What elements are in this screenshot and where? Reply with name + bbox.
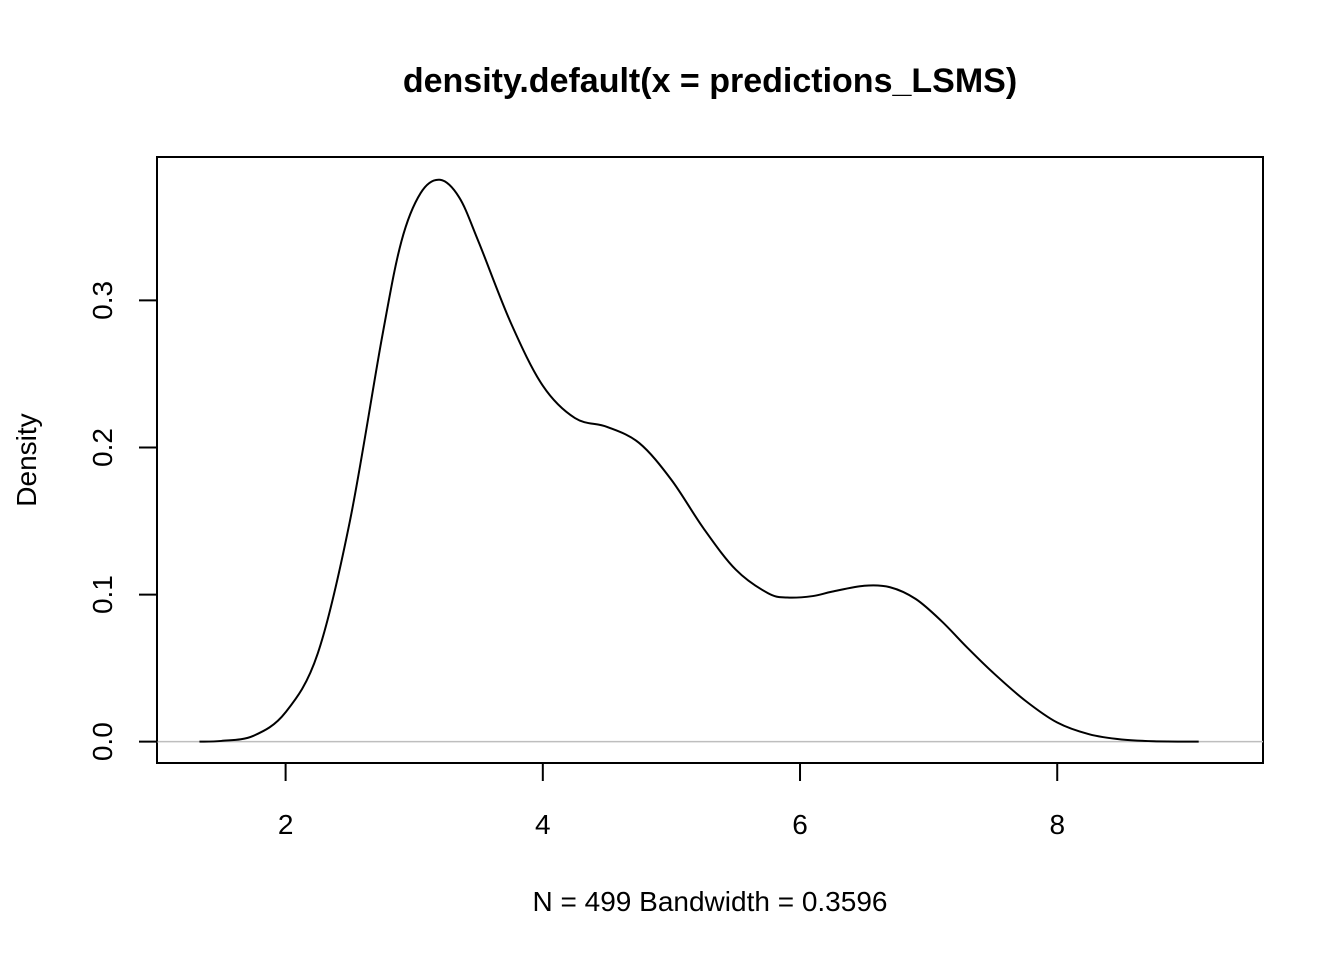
y-tick-label: 0.1 xyxy=(87,575,118,614)
y-axis-label: Density xyxy=(11,413,42,506)
x-tick-label: 8 xyxy=(1049,809,1065,840)
y-axis: 0.0 0.1 0.2 0.3 xyxy=(87,281,158,761)
x-axis-label: N = 499 Bandwidth = 0.3596 xyxy=(533,886,888,917)
y-tick-label: 0.0 xyxy=(87,722,118,761)
x-tick-label: 6 xyxy=(792,809,808,840)
x-tick-label: 2 xyxy=(278,809,294,840)
y-tick-label: 0.3 xyxy=(87,281,118,320)
x-axis: 2 4 6 8 xyxy=(278,762,1065,840)
density-curve xyxy=(199,178,1199,743)
x-tick-label: 4 xyxy=(535,809,551,840)
y-tick-label: 0.2 xyxy=(87,428,118,467)
plot-frame xyxy=(156,156,1264,764)
chart-title: density.default(x = predictions_LSMS) xyxy=(403,62,1017,100)
